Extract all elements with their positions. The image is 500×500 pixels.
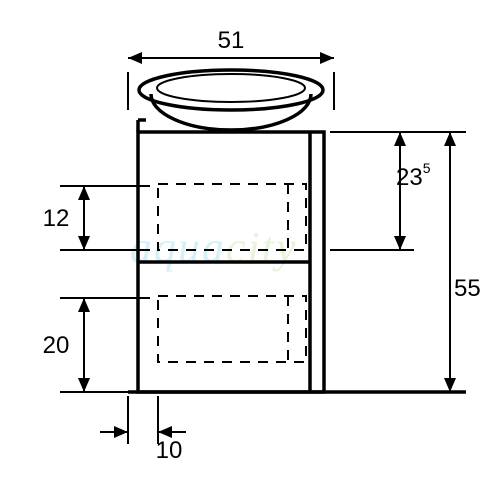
dim-12: 12 bbox=[43, 205, 70, 232]
dim-10: 10 bbox=[156, 437, 183, 464]
dim-20: 20 bbox=[43, 332, 70, 359]
dim-235: 235 bbox=[396, 160, 431, 191]
dim-51: 51 bbox=[218, 27, 245, 54]
watermark: aquacity bbox=[130, 223, 298, 272]
dim-55: 55 bbox=[454, 275, 481, 302]
drawer-2 bbox=[158, 296, 306, 362]
basin-rim bbox=[139, 70, 323, 110]
